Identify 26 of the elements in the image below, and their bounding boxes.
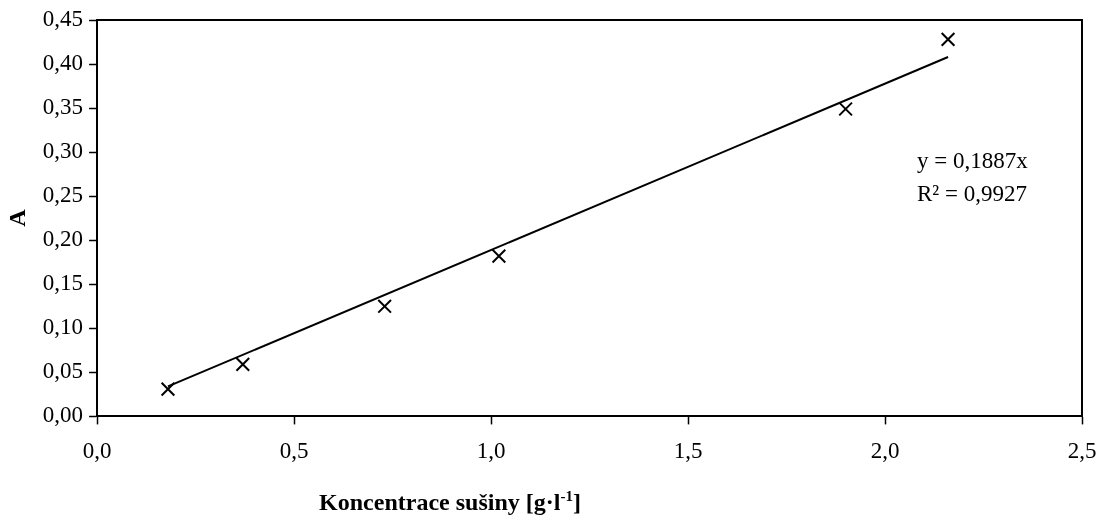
point: [838, 101, 853, 117]
point: [491, 248, 507, 264]
annotation: R² = 0,9927: [917, 180, 1027, 206]
y-axis-title: A: [3, 208, 30, 227]
x-tick-label: 1,0: [476, 438, 506, 464]
y-tick-label: 0,10: [42, 314, 84, 340]
point: [377, 298, 393, 314]
y-tick-label: 0,05: [42, 358, 84, 384]
y-tick-label: 0,30: [42, 138, 84, 164]
x-tick-label: 2,0: [870, 438, 900, 464]
y-tick-label: 0,45: [42, 6, 84, 32]
y-tick-label: 0,00: [42, 402, 84, 428]
y-tick-label: 0,40: [42, 50, 84, 76]
x-tick-label: 0,0: [82, 438, 112, 464]
y-tick-label: 0,35: [42, 94, 84, 120]
x-tick-label: 2,5: [1067, 438, 1097, 464]
x-axis-title: Koncentrace sušiny [g·l$^{-1}$]: [318, 488, 582, 516]
y-tick-label: 0,20: [42, 226, 84, 252]
y-tick-label: 0,15: [42, 270, 84, 296]
point: [940, 32, 956, 47]
point: [160, 381, 176, 397]
x-tick-label: 1,5: [673, 438, 703, 464]
annotation: y = 0,1887x: [917, 147, 1029, 173]
y-tick-label: 0,25: [42, 182, 84, 208]
x-tick-label: 0,5: [279, 438, 309, 464]
point: [235, 357, 251, 372]
